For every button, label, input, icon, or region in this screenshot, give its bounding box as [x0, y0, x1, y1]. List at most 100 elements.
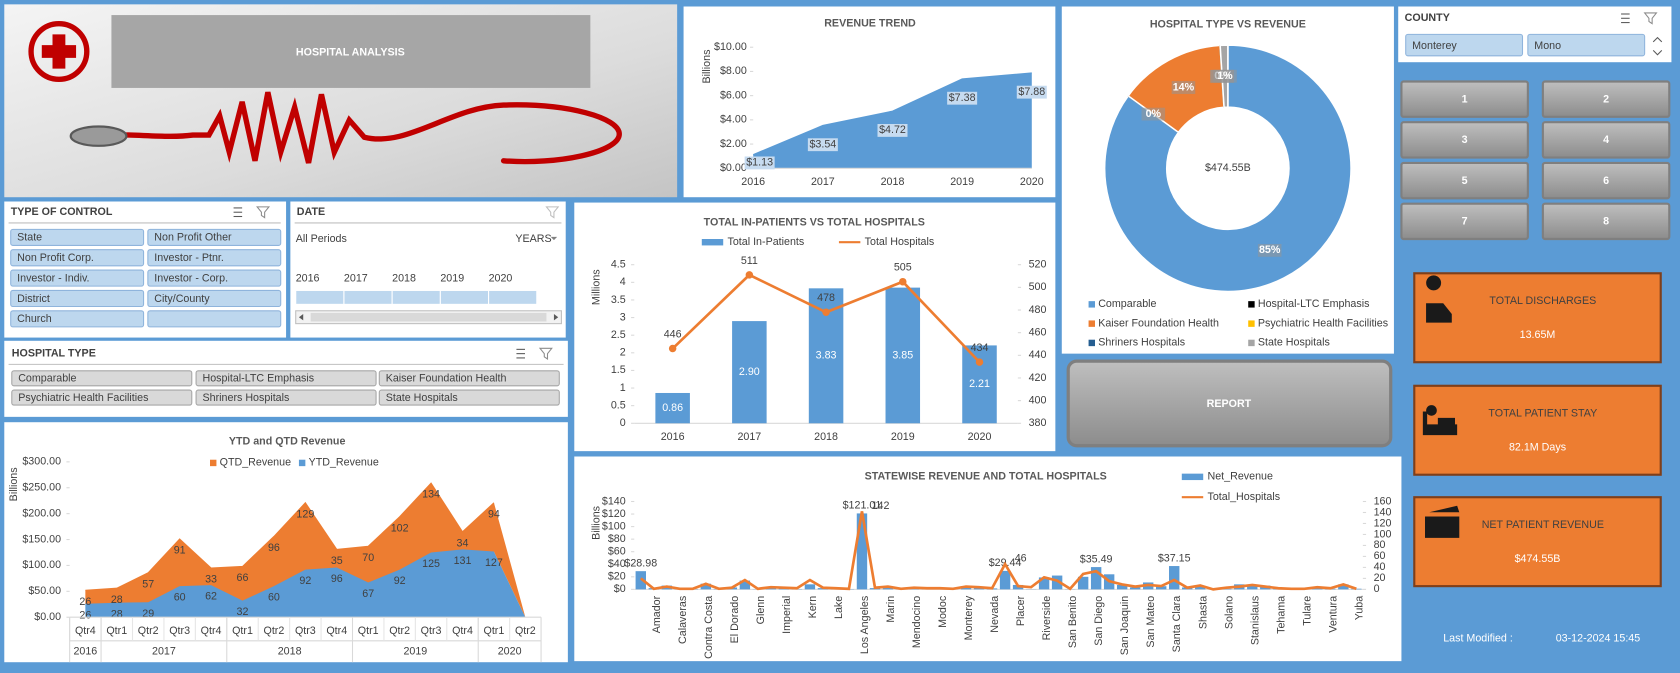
y-tick-label: 520 [1029, 259, 1047, 271]
data-label: $7.38 [949, 92, 976, 104]
report-button-label[interactable]: REPORT [1207, 398, 1252, 410]
slicer-item[interactable] [10, 249, 145, 267]
x-tick-label: Marin [885, 596, 897, 623]
slicer-item[interactable] [147, 249, 282, 267]
x-tick-label: Monterey [963, 595, 975, 640]
x-tick-label: Qtr2 [389, 625, 410, 637]
page-button-label[interactable]: 5 [1462, 175, 1468, 187]
y-tick-label: $250.00 [22, 482, 61, 494]
page-button[interactable] [1400, 80, 1529, 118]
area-fill [85, 483, 526, 618]
page-button-label[interactable]: 4 [1603, 134, 1609, 146]
slicer-item-label[interactable]: Investor - Corp. [154, 272, 228, 284]
page-button-label[interactable]: 1 [1462, 94, 1468, 106]
slicer-item-label[interactable]: Investor - Ptnr. [154, 252, 224, 264]
legend-swatch [1248, 301, 1255, 308]
slicer-item[interactable] [147, 228, 282, 246]
slicer-item-label[interactable]: Monterey [1412, 40, 1457, 52]
timeline-segment[interactable] [439, 289, 490, 305]
slicer-item[interactable] [378, 389, 560, 406]
page-button-label[interactable]: 2 [1603, 94, 1609, 106]
page-button[interactable] [1400, 121, 1529, 159]
slicer-item[interactable] [10, 269, 145, 287]
slicer-item[interactable] [10, 228, 145, 246]
x-tick-label: Los Angeles [859, 596, 871, 654]
data-label: 134 [422, 489, 440, 501]
slicer-item-label[interactable]: State Hospitals [386, 392, 458, 404]
filter-icon [545, 206, 560, 219]
slicer-item-label[interactable]: Comparable [18, 373, 76, 385]
bar [1077, 576, 1089, 590]
x-tick-label: Glenn [755, 596, 767, 625]
x-group-label: 2020 [498, 645, 522, 657]
bar [1090, 567, 1102, 590]
x-tick-label: Qtr4 [326, 625, 347, 637]
report-button[interactable] [1066, 359, 1393, 448]
slicer-item-label[interactable]: Hospital-LTC Emphasis [203, 373, 315, 385]
page-button-label[interactable]: 6 [1603, 175, 1609, 187]
page-button[interactable] [1541, 161, 1671, 200]
legend-label: Total_Hospitals [1208, 491, 1281, 503]
page-button[interactable] [1541, 202, 1671, 241]
page-button-label[interactable]: 8 [1603, 216, 1609, 228]
x-tick-label: Yuba [1353, 596, 1365, 620]
period-unit[interactable]: YEARS [515, 233, 551, 245]
data-label: 92 [394, 575, 406, 587]
data-label: 0.86 [662, 402, 683, 414]
data-label: 3.83 [816, 350, 837, 362]
slicer-item-label[interactable]: Shriners Hospitals [203, 392, 290, 404]
slicer-item[interactable] [147, 269, 282, 287]
x-tick-label: 2018 [814, 431, 838, 443]
slicer-item-label[interactable]: Non Profit Other [154, 232, 232, 244]
data-label: 131 [454, 555, 472, 567]
slicer-item-label[interactable]: Church [17, 313, 52, 325]
x-tick-label: Amador [651, 595, 663, 633]
data-label-bg [1016, 85, 1047, 99]
slicer-item-label[interactable]: Non Profit Corp. [17, 252, 94, 264]
page-button-label[interactable]: 3 [1462, 134, 1468, 146]
slicer-item-label[interactable]: City/County [154, 293, 210, 305]
data-label: $1.13 [746, 157, 773, 169]
slicer-item[interactable] [147, 310, 282, 328]
timeline-segment[interactable] [488, 289, 538, 305]
y-tick-label: $300.00 [22, 456, 61, 468]
page-button[interactable] [1541, 80, 1671, 118]
slicer-item-label[interactable]: Mono [1534, 40, 1561, 52]
slicer-item-label[interactable]: Kaiser Foundation Health [386, 373, 507, 385]
page-button[interactable] [1400, 202, 1529, 241]
page-button[interactable] [1541, 121, 1671, 159]
slicer-item[interactable] [1527, 33, 1646, 57]
y-tick-label: 3.5 [611, 294, 626, 306]
timeline-segment[interactable] [295, 289, 345, 305]
slicer-item-label[interactable]: Psychiatric Health Facilities [18, 392, 148, 404]
slicer-item[interactable] [195, 370, 377, 387]
slicer-item[interactable] [10, 310, 145, 328]
title-box [111, 15, 591, 88]
bar [1195, 586, 1206, 590]
page-button[interactable] [1400, 161, 1529, 200]
y-tick-label: $50.00 [28, 585, 61, 597]
slicer-item-label[interactable]: State [17, 232, 42, 244]
page-button-label[interactable]: 7 [1462, 216, 1468, 228]
legend-label: State Hospitals [1258, 337, 1330, 349]
slicer-item-label[interactable]: District [17, 293, 50, 305]
data-label: 434 [971, 342, 989, 354]
slicer-item[interactable] [11, 370, 193, 387]
slicer-item[interactable] [195, 389, 377, 406]
timeline-segment[interactable] [343, 289, 393, 305]
bar [1155, 586, 1167, 590]
slicer-item[interactable] [10, 289, 145, 308]
y-tick-label: 4.5 [611, 259, 626, 271]
slicer-item[interactable] [1405, 33, 1524, 57]
slicer-item[interactable] [378, 370, 560, 387]
chart-title: HOSPITAL TYPE VS REVENUE [1150, 19, 1306, 31]
y-tick-label: $40 [608, 558, 626, 570]
timeline-segment[interactable] [391, 289, 441, 305]
y-tick-label: 480 [1029, 304, 1047, 316]
slicer-item[interactable] [147, 289, 282, 308]
slicer-item-label[interactable]: Investor - Indiv. [17, 272, 89, 284]
period-label[interactable]: All Periods [296, 233, 347, 245]
legend-swatch [1248, 339, 1255, 347]
kpi-value: $474.55B [1515, 553, 1561, 565]
slicer-item[interactable] [11, 389, 193, 406]
